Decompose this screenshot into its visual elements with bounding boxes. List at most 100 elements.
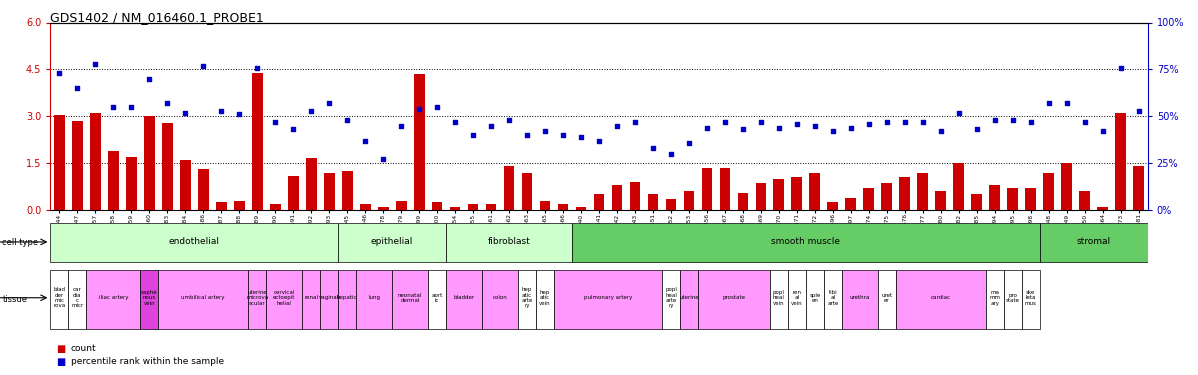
Bar [662,270,680,328]
Text: prostate: prostate [722,295,745,300]
Text: percentile rank within the sample: percentile rank within the sample [71,357,224,366]
Bar [612,185,623,210]
Bar [774,179,785,210]
Point [392,123,411,129]
Text: neonatal
dermal: neonatal dermal [398,292,423,303]
Bar [126,157,137,210]
Bar [198,170,208,210]
Text: cardiac: cardiac [931,295,951,300]
Bar [266,270,302,328]
Bar [377,207,388,210]
Bar [1040,224,1148,262]
Text: hep
atic
arte
ry: hep atic arte ry [521,287,533,308]
Bar [54,115,65,210]
Text: sple
en: sple en [810,292,821,303]
Point [536,128,555,134]
Point [1111,64,1130,70]
Point [877,119,896,125]
Point [625,119,645,125]
Point [482,123,501,129]
Bar [68,270,86,328]
Bar [356,270,392,328]
Point [374,156,393,162]
Bar [288,176,298,210]
Bar [338,224,446,262]
Bar [1115,113,1126,210]
Bar [1008,188,1018,210]
Bar [341,171,352,210]
Point [464,132,483,138]
Point [931,128,950,134]
Text: cervical
ectoepit
helial: cervical ectoepit helial [273,290,296,306]
Bar [305,158,316,210]
Bar [485,204,496,210]
Text: fibroblast: fibroblast [488,237,531,246]
Bar [828,202,839,210]
Bar [539,201,550,210]
Bar [846,198,857,210]
Point [913,119,932,125]
Point [949,110,968,116]
Text: pro
state: pro state [1006,292,1019,303]
Point [553,132,573,138]
Point [697,124,716,130]
Point [1093,128,1112,134]
Bar [359,204,370,210]
Bar [810,172,821,210]
Text: epithelial: epithelial [371,237,413,246]
Bar [72,121,83,210]
Text: urethra: urethra [849,295,870,300]
Text: saphe
nous
vein: saphe nous vein [141,290,158,306]
Point [967,126,986,132]
Bar [1061,163,1072,210]
Text: ma
mm
ary: ma mm ary [990,290,1000,306]
Point [410,106,429,112]
Bar [882,183,893,210]
Text: tibi
al
arte: tibi al arte [828,290,839,306]
Text: hepatic: hepatic [337,295,357,300]
Bar [446,224,571,262]
Point [823,128,842,134]
Point [841,124,860,130]
Point [643,145,662,151]
Bar [338,270,356,328]
Point [230,111,249,117]
Text: bladder: bladder [454,295,474,300]
Bar [180,160,190,210]
Bar [842,270,878,328]
Bar [571,224,1040,262]
Bar [972,194,982,210]
Bar [392,270,428,328]
Point [607,123,627,129]
Point [661,151,680,157]
Point [248,64,267,70]
Bar [954,163,964,210]
Text: renal: renal [304,295,319,300]
Bar [936,191,946,210]
Bar [738,193,749,210]
Bar [648,194,659,210]
Point [733,126,752,132]
Bar [395,201,406,210]
Bar [270,204,280,210]
Bar [557,204,568,210]
Bar [323,172,334,210]
Bar [756,183,767,210]
Bar [431,202,442,210]
Bar [413,74,424,210]
Point [1075,119,1094,125]
Text: smooth muscle: smooth muscle [772,237,840,246]
Bar [302,270,320,328]
Text: ■: ■ [56,357,66,367]
Text: hep
atic
vein: hep atic vein [539,290,551,306]
Bar [140,270,158,328]
Bar [1022,270,1040,328]
Bar [158,270,248,328]
Bar [467,204,478,210]
Point [122,104,141,110]
Text: ■: ■ [56,344,66,354]
Point [985,117,1004,123]
Bar [503,166,514,210]
Bar [918,172,928,210]
Bar [770,270,788,328]
